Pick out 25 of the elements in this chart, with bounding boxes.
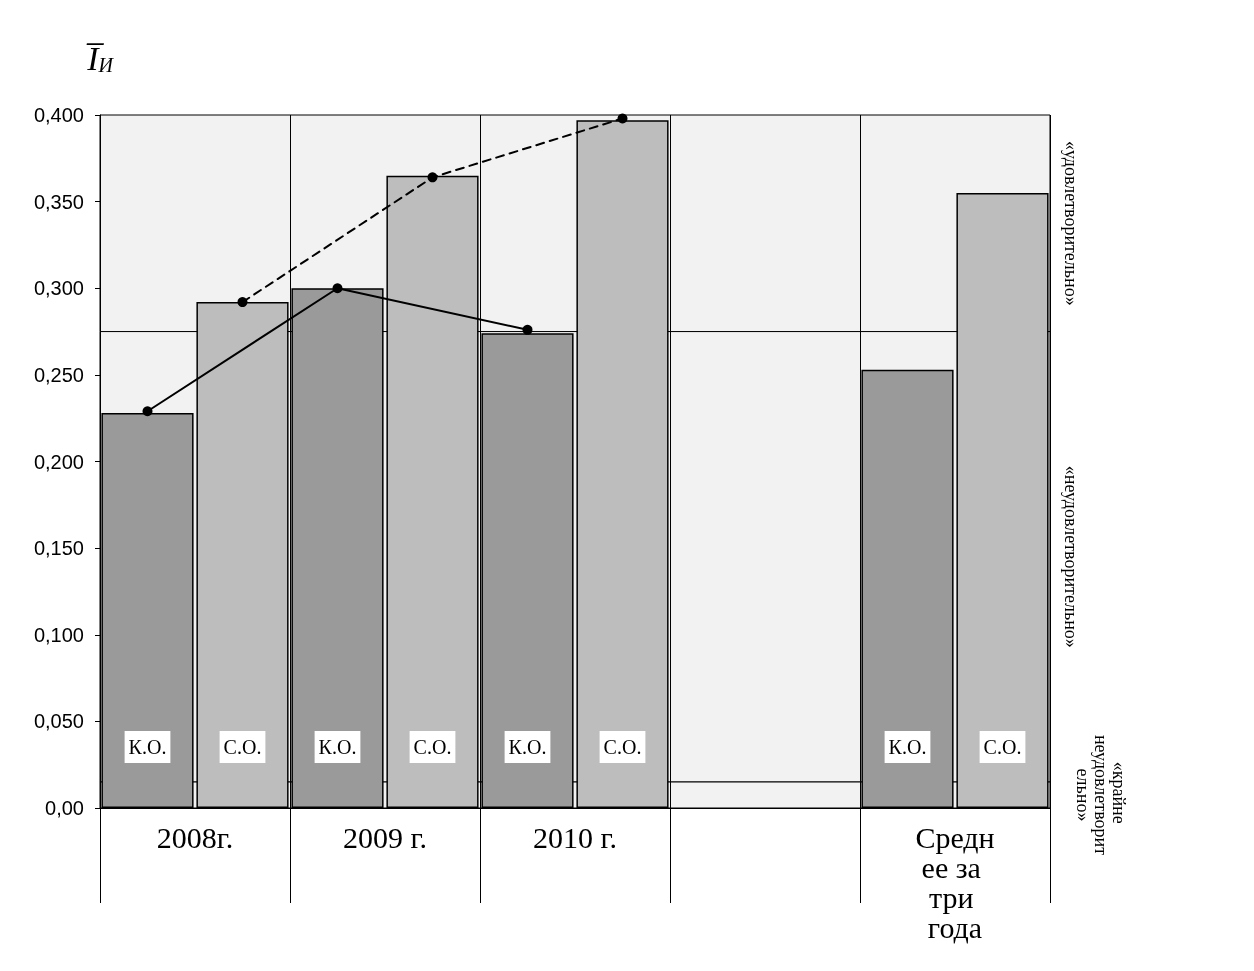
y-tick-label: 0,400 (33, 104, 84, 126)
y-axis-title: I̅И (86, 39, 115, 77)
x-tick-label: К.О. (888, 736, 927, 758)
text: 2009 г. (343, 820, 427, 854)
x-tick-label: К.О. (128, 736, 167, 758)
x-tick-label: С.О. (413, 736, 452, 758)
x-tick-label: К.О. (318, 736, 357, 758)
y-tick-label: 0,100 (33, 623, 84, 646)
x-tick-label: С.О. (983, 736, 1022, 758)
y-tick-label: 0,00 (45, 797, 84, 819)
y-tick-label: 0,150 (33, 537, 84, 560)
y-tick-label: 0,250 (33, 363, 84, 386)
text: Среднее за три года (915, 820, 995, 944)
band-label: «неудовлетворительно» (1060, 465, 1081, 648)
text: 2010 г. (533, 820, 617, 854)
band-label: «удовлетворительно» (1060, 140, 1081, 306)
x-tick-label: К.О. (508, 736, 547, 758)
text: 2008г. (156, 820, 234, 854)
y-tick-label: 0,350 (33, 190, 84, 213)
y-tick-label: 0,050 (33, 710, 84, 733)
x-tick-label: С.О. (223, 736, 262, 758)
band-label: «крайне неудовлетворительно» (1072, 734, 1129, 856)
y-tick-label: 0,300 (33, 277, 84, 300)
x-tick-label: С.О. (603, 736, 642, 758)
y-tick-label: 0,200 (33, 450, 84, 473)
